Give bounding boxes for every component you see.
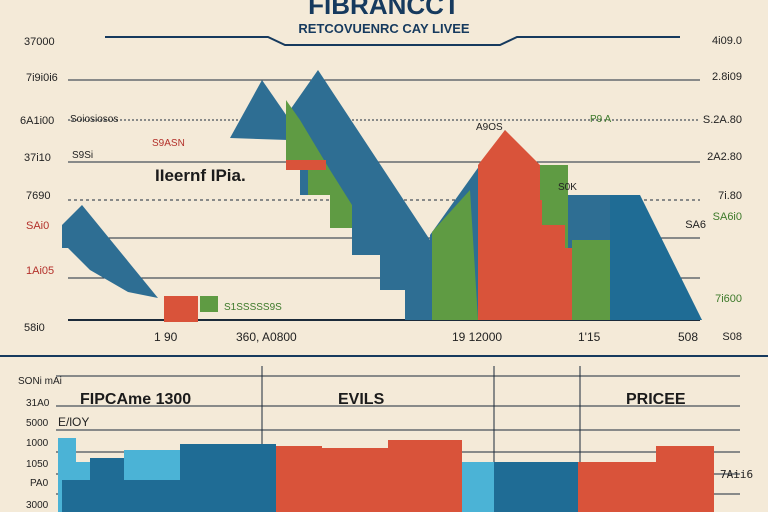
x-label: 360, A0800 [236,330,297,344]
bottom-left-ticks: SONi mAi 31A0 5000 1000 1050 PA0 3000 E/… [18,376,89,511]
top-right-tick: SA6 [685,219,706,231]
chart-subtitle: RETCOVUENRC CAY LIVEE [298,21,470,36]
top-right-tick: SA6i0 [713,211,742,223]
bottom-headers: FIPCAme 1300 EVILS PRICEE [80,391,686,408]
top-left-tick: 7i9i0i6 [26,72,58,84]
bar [656,446,714,512]
top-left-tick: 7690 [26,190,50,202]
annotation-left-box: S9Si [72,150,93,161]
top-right-tick: 4i09.0 [712,35,742,47]
top-left-tick: 6A1i00 [20,115,54,127]
area-right-green [432,190,478,320]
top-bottom-labels: 1 90 360, A0800 19 12000 1'15 508 [154,330,698,344]
area-center-red [286,160,326,170]
top-left-ticks: 37000 7i9i0i6 6A1i00 37i10 7690 SAi0 1Ai… [20,36,58,334]
bar [462,462,496,512]
bar-small-red [164,296,198,322]
top-left-tick: SAi0 [26,220,49,232]
area-right-tail [610,195,702,320]
area-left-blue [62,205,158,298]
chart-header: FIBRANCCT RETCOVUENRC CAY LIVEE [105,0,680,46]
top-right-tick: 7i600 [715,293,742,305]
bottom-left-sub: E/lOY [58,415,89,429]
x-label: 508 [678,330,698,344]
x-label: 19 12000 [452,330,502,344]
area-right-green-3 [572,240,610,320]
top-left-tick: 37000 [24,36,55,48]
title-bracket-line [105,36,680,46]
bar [578,462,656,512]
column-header: FIPCAme 1300 [80,391,191,408]
bottom-left-tick: PA0 [30,478,49,489]
bar [388,440,462,512]
top-annotations: Soiosiosos S9ASN S9Si S1SSSSS9S A9OS P9 … [70,114,611,313]
column-header: EVILS [338,391,385,408]
bottom-left-tick: 5000 [26,418,49,429]
bottom-left-tick: 1000 [26,438,49,449]
bar [180,444,276,512]
bottom-left-tick: 31A0 [26,398,50,409]
bar-small-green [200,296,218,312]
x-label: 1'15 [578,330,601,344]
bottom-bars [58,438,714,512]
bottom-left-tick: SONi mAi [18,376,62,387]
chart-title: FIBRANCCT [308,0,460,20]
top-left-tick: 58i0 [24,322,45,334]
annotation-green-box: S1SSSSS9S [224,302,282,313]
area-left-peak-blue [230,80,300,140]
top-left-tick: 37i10 [24,152,51,164]
x-label: 1 90 [154,330,178,344]
annotation-right-small: S0K [558,182,577,193]
bar [62,480,180,512]
top-right-tick: 2A2.80 [707,151,742,163]
annotation-left-mid: S9ASN [152,138,185,149]
top-right-tick: S.2A.80 [703,114,742,126]
bar [276,446,322,512]
bar [494,462,578,512]
area-right-red-2 [510,200,542,320]
top-left-tick: 1Ai05 [26,265,54,277]
bottom-right-tick: 7Aii6 [720,468,753,481]
top-right-ticks: 4i09.0 2.8i09 S.2A.80 2A2.80 7i.80 SA6i0… [685,35,742,343]
top-right-tick: S08 [722,331,742,343]
top-area-series [62,70,702,322]
bar [322,448,388,512]
annotation-green-tag: P9 A [590,114,611,125]
bottom-left-tick: 3000 [26,500,49,511]
annotation-left-long: Soiosiosos [70,114,118,125]
column-header: PRICEE [626,391,686,408]
annotation-peak-right: A9OS [476,122,503,133]
center-label: IIeernf IPia. [155,166,246,185]
top-right-tick: 7i.80 [718,190,742,202]
area-center-blue [286,70,430,320]
top-right-tick: 2.8i09 [712,71,742,83]
bottom-left-tick: 1050 [26,459,49,470]
